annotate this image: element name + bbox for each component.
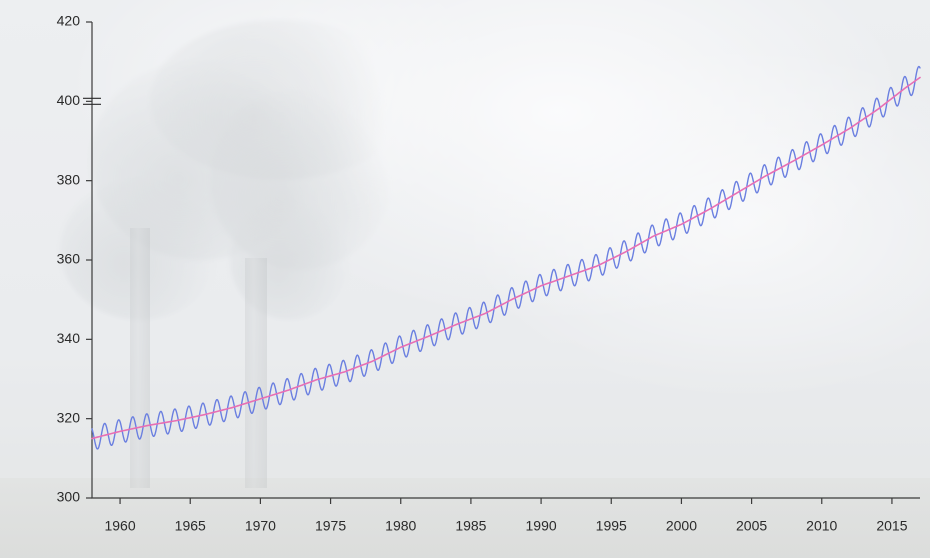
data-series xyxy=(92,67,920,449)
x-axis-ticks: 1960 1965 1970 1975 1980 1985 1990 1995 2000 2005… xyxy=(104,498,907,533)
y-tick-label: 360 xyxy=(57,251,81,267)
x-tick-label: 1985 xyxy=(455,517,486,533)
x-tick-label: 2010 xyxy=(806,517,837,533)
x-tick-label: 1980 xyxy=(385,517,416,533)
x-tick-label: 2005 xyxy=(736,517,767,533)
chart-svg: 300320340360380400420 196019651970197519… xyxy=(0,0,930,558)
seasonal-oscillation-series xyxy=(92,67,920,449)
x-tick-label: 2015 xyxy=(876,517,907,533)
x-tick-label: 1960 xyxy=(104,517,135,533)
x-tick-label: 1995 xyxy=(596,517,627,533)
x-tick-label: 1965 xyxy=(175,517,206,533)
y-tick-label: 300 xyxy=(57,489,81,505)
y-tick-label: 340 xyxy=(57,330,81,346)
x-tick-label: 2000 xyxy=(666,517,697,533)
x-tick-label: 1970 xyxy=(245,517,276,533)
y-axis-ticks: 300 320 340 360 380 400 420 xyxy=(57,13,92,505)
y-tick-label: 320 xyxy=(57,409,81,425)
keeling-curve-chart: 300320340360380400420 196019651970197519… xyxy=(0,0,930,558)
x-tick-label: 1990 xyxy=(526,517,557,533)
y-tick-label: 380 xyxy=(57,171,81,187)
axes xyxy=(92,22,920,498)
trend-series xyxy=(92,78,920,439)
y-tick-label: 400 xyxy=(57,92,81,108)
y-tick-label: 420 xyxy=(57,13,81,29)
x-tick-label: 1975 xyxy=(315,517,346,533)
